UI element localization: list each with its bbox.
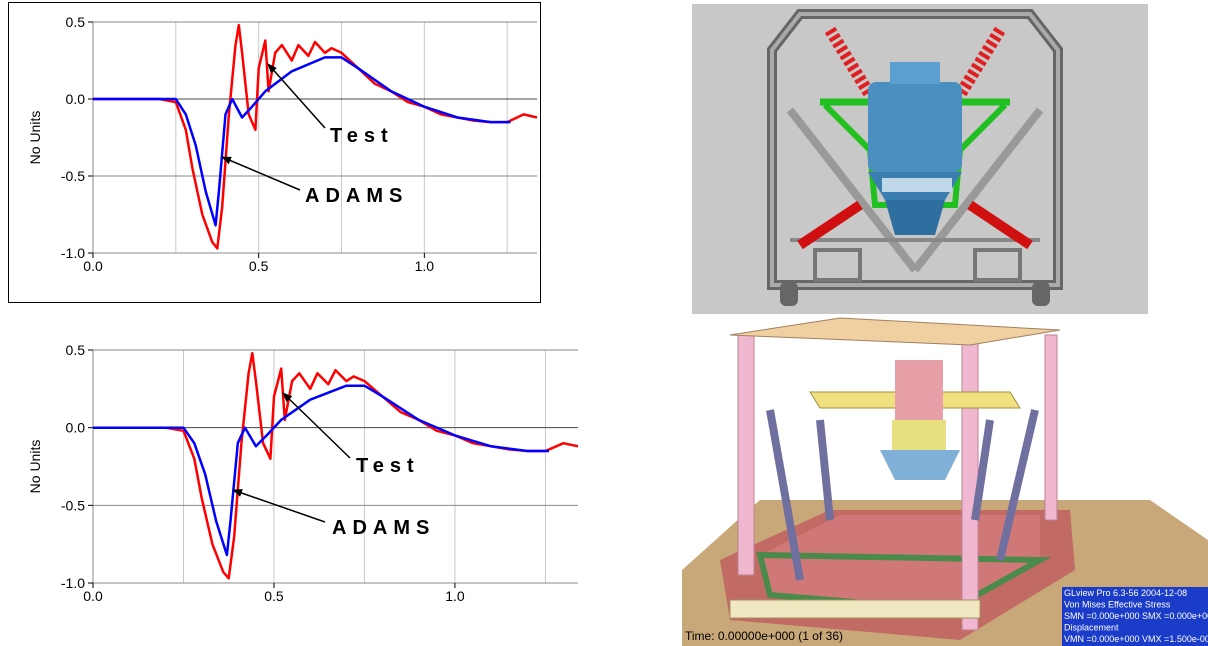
x-tick-label: 0.5	[264, 588, 284, 604]
x-tick-label: 0.0	[83, 258, 103, 274]
y-tick-label: -1.0	[61, 245, 85, 261]
series-line	[93, 353, 578, 578]
annotation-arrow	[233, 490, 325, 522]
annotation-arrow	[268, 64, 325, 128]
y-tick-label: 0.0	[66, 91, 86, 107]
info-line: VMN =0.000e+000 VMX =1.500e-003	[1064, 634, 1208, 644]
time-label: Time: 0.00000e+000 (1 of 36)	[685, 629, 843, 643]
series-line	[93, 386, 549, 555]
y-axis-label: No Units	[27, 440, 43, 494]
y-tick-label: -0.5	[61, 168, 85, 184]
series-line	[93, 25, 537, 248]
x-tick-label: 0.0	[83, 588, 103, 604]
y-tick-label: 0.5	[66, 342, 86, 358]
annotation-label: ADAMS	[332, 517, 435, 539]
y-tick-label: 0.0	[66, 420, 86, 436]
y-tick-label: 0.5	[66, 14, 86, 30]
frame-render	[692, 4, 1148, 314]
info-line: Displacement	[1064, 623, 1119, 633]
y-tick-label: -0.5	[61, 497, 85, 513]
info-line: GLview Pro 6.3-56 2004-12-08	[1064, 588, 1187, 598]
y-axis-label: No Units	[27, 111, 43, 165]
annotation-arrow	[222, 157, 300, 190]
x-tick-label: 0.5	[249, 258, 269, 274]
annotation-label: ADAMS	[305, 185, 408, 207]
x-tick-label: 1.0	[445, 588, 465, 604]
figure: Time: 0.00000e+000 (1 of 36) GLview Pro …	[0, 0, 1208, 646]
x-tick-label: 1.0	[415, 258, 435, 274]
series-line	[93, 57, 511, 225]
annotation-label: Test	[356, 455, 420, 477]
info-line: Von Mises Effective Stress	[1064, 600, 1171, 610]
y-tick-label: -1.0	[61, 575, 85, 591]
page: Time: 0.00000e+000 (1 of 36) GLview Pro …	[0, 0, 1208, 646]
annotation-label: Test	[330, 125, 394, 147]
info-lines: GLview Pro 6.3-56 2004-12-08 Von Mises Ef…	[1064, 588, 1208, 644]
info-line: SMN =0.000e+000 SMX =0.000e+000	[1064, 611, 1208, 621]
annotation-arrow	[283, 393, 350, 458]
